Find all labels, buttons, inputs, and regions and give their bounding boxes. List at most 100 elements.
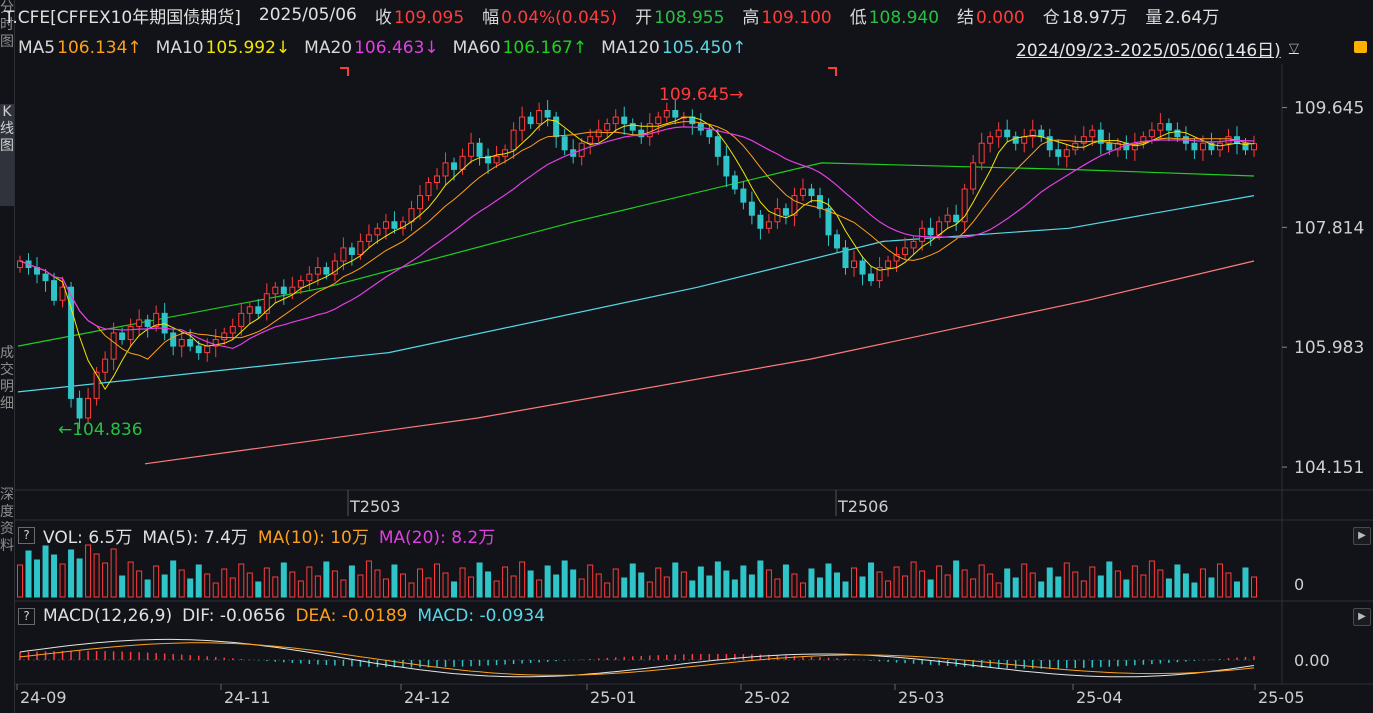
volume-indicator-bar: ? VOL: 6.5万 MA(5): 7.4万 MA(10): 10万 MA(2…	[18, 524, 505, 548]
open-label: 开	[635, 7, 653, 28]
ma-value: 106.463↓	[354, 38, 439, 58]
volume-bar	[93, 553, 100, 598]
volume-bar	[953, 560, 960, 598]
ma-line-ma60	[17, 162, 1255, 347]
time-axis-label: 25-04	[1076, 688, 1123, 707]
candle-body	[493, 155, 500, 164]
candle-body	[51, 280, 58, 301]
candle-body	[42, 273, 49, 282]
volume-bar	[765, 569, 772, 598]
candle-body	[374, 227, 381, 236]
candle-body	[246, 306, 253, 314]
volume-bar	[1199, 568, 1206, 598]
volume-bar	[1063, 562, 1070, 598]
collapse-macd-button[interactable]: ▶	[1353, 608, 1371, 626]
candle-body	[1055, 149, 1062, 157]
volume-bar	[885, 580, 892, 598]
candle-body	[272, 286, 279, 295]
left-tab-3[interactable]: 深 度 资 料	[0, 487, 14, 554]
volume-bar	[714, 561, 721, 598]
macd-dif-line	[19, 638, 1255, 678]
volume-bar	[348, 565, 355, 598]
vol-value: VOL: 6.5万	[43, 527, 133, 548]
candle-body	[110, 332, 117, 360]
volume-bar	[944, 574, 951, 598]
macd-axis-label: 0.00	[1294, 651, 1330, 670]
candle-body	[527, 116, 534, 125]
volume-bar	[536, 579, 543, 598]
left-tab-1[interactable]: K 线 图	[0, 104, 14, 206]
time-axis-label: 25-01	[590, 688, 637, 707]
candle-body	[416, 195, 423, 210]
candle-body	[919, 227, 926, 242]
volume-bar	[280, 562, 287, 598]
candle-body	[476, 142, 483, 157]
volume-bar	[289, 571, 296, 598]
volume-bar	[399, 573, 406, 598]
left-tab-strip: 分 时 图 K 线 图成 交 明 细深 度 资 料	[0, 0, 15, 713]
candle-body	[297, 280, 304, 288]
volume-bar	[510, 575, 517, 598]
volume-bar	[340, 579, 347, 598]
volume-bar	[246, 572, 253, 598]
volume-bar	[689, 580, 696, 598]
ma-item-4: MA120 105.450↑	[601, 38, 746, 58]
candle-body	[851, 260, 858, 269]
open-interest-value: 18.97万	[1061, 7, 1128, 28]
candle-body	[1004, 129, 1011, 138]
help-icon[interactable]: ?	[18, 607, 35, 625]
candle-body	[902, 247, 909, 255]
candle-body	[927, 227, 934, 236]
gift-icon[interactable]	[1354, 41, 1367, 53]
macd-dif: DIF: -0.0656	[182, 606, 286, 626]
candle-body	[1208, 142, 1215, 151]
vol-ma20: MA(20): 8.2万	[378, 527, 496, 548]
volume-bar	[374, 569, 381, 598]
candle-body	[102, 358, 109, 373]
volume-bar	[468, 576, 475, 598]
candle-body	[1174, 129, 1181, 138]
volume-bar	[851, 567, 858, 598]
candle-body	[731, 175, 738, 190]
candle-body	[451, 162, 458, 170]
candle-body	[1029, 129, 1036, 138]
help-icon[interactable]: ?	[18, 526, 35, 544]
ma5-line	[19, 116, 1255, 391]
candle-body	[306, 273, 313, 282]
collapse-volume-button[interactable]: ▶	[1353, 527, 1371, 545]
open-value: 108.955	[654, 7, 725, 28]
time-axis-label: 25-02	[744, 688, 791, 707]
candle-body	[1046, 136, 1053, 151]
ma10-line	[19, 121, 1255, 360]
volume-bar	[833, 572, 840, 598]
candle-body	[382, 221, 389, 229]
volume-bar	[902, 575, 909, 598]
candle-body	[425, 181, 432, 197]
volume-bar	[493, 580, 500, 598]
left-tab-0[interactable]: 分 时 图	[0, 0, 14, 50]
candle-body	[833, 234, 840, 249]
close-value: 109.095	[393, 7, 465, 28]
volume-bar	[604, 582, 611, 598]
volume-bar	[1046, 567, 1053, 598]
candle-body	[1080, 136, 1087, 144]
volume-bar	[663, 576, 670, 598]
candle-body	[161, 312, 168, 334]
volume-bar	[936, 565, 943, 598]
left-tab-2[interactable]: 成 交 明 细	[0, 345, 14, 412]
volume-bar	[382, 578, 389, 598]
time-axis-label: 24-09	[20, 688, 67, 707]
candle-body	[391, 221, 398, 229]
price-tick-label: 107.814	[1294, 218, 1364, 238]
candle-body	[978, 142, 985, 164]
volume-bar	[212, 582, 219, 598]
macd-name: MACD(12,26,9)	[43, 606, 173, 626]
volume-bar	[774, 578, 781, 598]
candle-body	[348, 247, 355, 255]
volume-bar	[672, 562, 679, 598]
volume-bar	[859, 576, 866, 598]
volume-bar	[587, 564, 594, 598]
date-range-selector[interactable]: 2024/09/23-2025/05/06(146日) ▽	[1016, 36, 1299, 61]
volume-bar	[144, 579, 151, 598]
